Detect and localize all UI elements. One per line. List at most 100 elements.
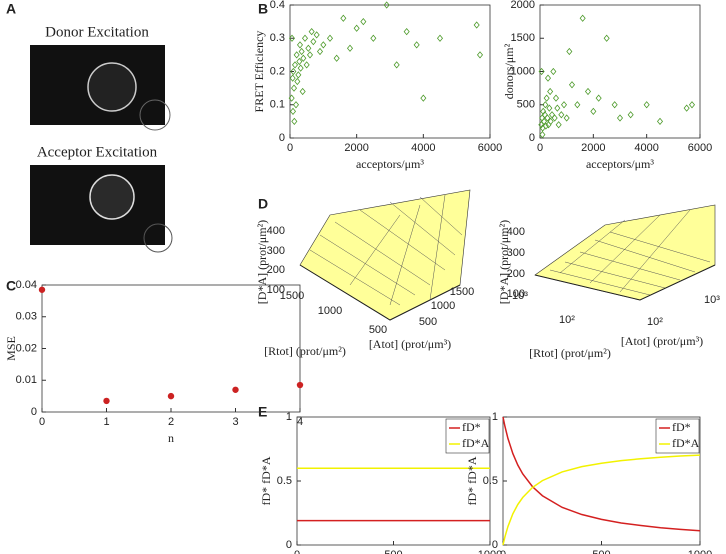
legend-box [655,418,700,454]
x-tick-label: 4000 [411,142,435,154]
tick-label: 500 [369,324,387,336]
data-point [547,87,554,96]
data-point [590,107,597,116]
data-point [303,61,310,69]
y-tick-label: 0.01 [16,374,37,386]
x-tick-label: 3 [232,416,238,428]
data-point [627,111,634,119]
data-point [306,51,314,59]
data-point [551,114,558,122]
data-point [290,84,298,92]
data-point [289,107,297,116]
data-point [563,114,570,122]
data-point [288,34,296,42]
y-tick-label: 0 [492,539,498,551]
y-tick-label: 0.04 [16,279,37,291]
data-point [296,41,304,49]
data-point [584,87,592,96]
y-tick-label: 1 [492,411,498,423]
data-point [393,61,400,69]
y-tick-label: 0.4 [270,0,285,11]
data-point [547,117,554,125]
y-axis-label: fD* fD*A [465,456,479,505]
x-tick-label: 0 [537,142,543,154]
tick-label: 1500 [280,290,304,302]
axis-label: [Rtot] (prot/μm²) [529,346,611,360]
legend-label: fD*A [672,436,700,450]
data-point [383,1,390,9]
data-point [333,54,340,62]
data-point [436,34,444,42]
data-point [554,104,561,112]
data-point [232,386,239,393]
legend-label: fD* [462,420,481,434]
x-axis-label: acceptors/μm³ [356,157,424,171]
data-point [542,122,549,130]
data-point [558,111,565,119]
data-point [403,27,410,36]
data-point [103,397,110,405]
y-tick-label: 1 [286,411,292,423]
data-point [476,51,484,59]
data-point [346,44,354,52]
image-title: Acceptor Excitation [37,144,158,160]
tick-label: 10² [559,314,575,326]
panel-label: D [258,196,268,212]
data-point [544,114,551,122]
data-point [548,111,556,119]
data-point [297,64,304,72]
x-tick-label: 6000 [478,142,502,154]
micrograph [30,165,173,253]
y-tick-label: 0.5 [483,475,498,487]
data-point [683,104,690,112]
data-point [603,34,610,42]
x-tick-label: 6000 [688,142,712,154]
y-tick-label: 1000 [511,65,535,77]
z-axis-label: [D*A] (prot/μm²) [255,220,269,304]
x-tick-label: 2 [168,416,174,428]
data-point [360,18,367,26]
y-axis-label: donors/μm² [502,43,516,99]
data-point [294,77,301,86]
data-line [502,454,701,546]
y-axis-label: MSE [4,336,18,361]
data-point [539,131,546,139]
x-tick-label: 4000 [634,142,658,154]
y-axis-label: fD* fD*A [259,456,273,505]
data-point [38,286,46,293]
data-point [296,381,304,389]
x-tick-label: 500 [384,549,402,554]
y-axis-label: FRET Efficiency [252,31,266,113]
data-point [555,121,562,129]
x-axis-label: n [168,431,174,445]
data-point [292,101,300,109]
y-tick-label: 2000 [511,0,535,11]
x-tick-label: 500 [592,549,610,554]
data-point [326,34,334,42]
data-point [293,51,300,59]
tick-label: 1500 [450,286,474,298]
data-point [595,94,602,102]
data-point [298,47,305,56]
tick-label: 10³ [704,294,720,306]
panel-label: B [258,1,268,17]
x-tick-label: 0 [39,416,45,428]
y-tick-label: 0 [31,406,37,418]
axes-box [289,4,491,139]
tick-label: 100 [507,288,525,300]
data-point [370,34,377,42]
data-point [313,31,320,39]
legend-box [445,418,490,454]
x-tick-label: 4 [297,416,303,428]
tick-label: 200 [507,268,525,280]
y-tick-label: 0.1 [270,99,285,111]
y-tick-label: 0.5 [277,475,292,487]
data-point [413,41,420,49]
data-point [552,94,560,102]
data-point [316,47,324,56]
data-point [643,101,650,109]
data-point [688,101,696,109]
data-point [299,87,306,96]
panel-label: C [6,278,16,294]
